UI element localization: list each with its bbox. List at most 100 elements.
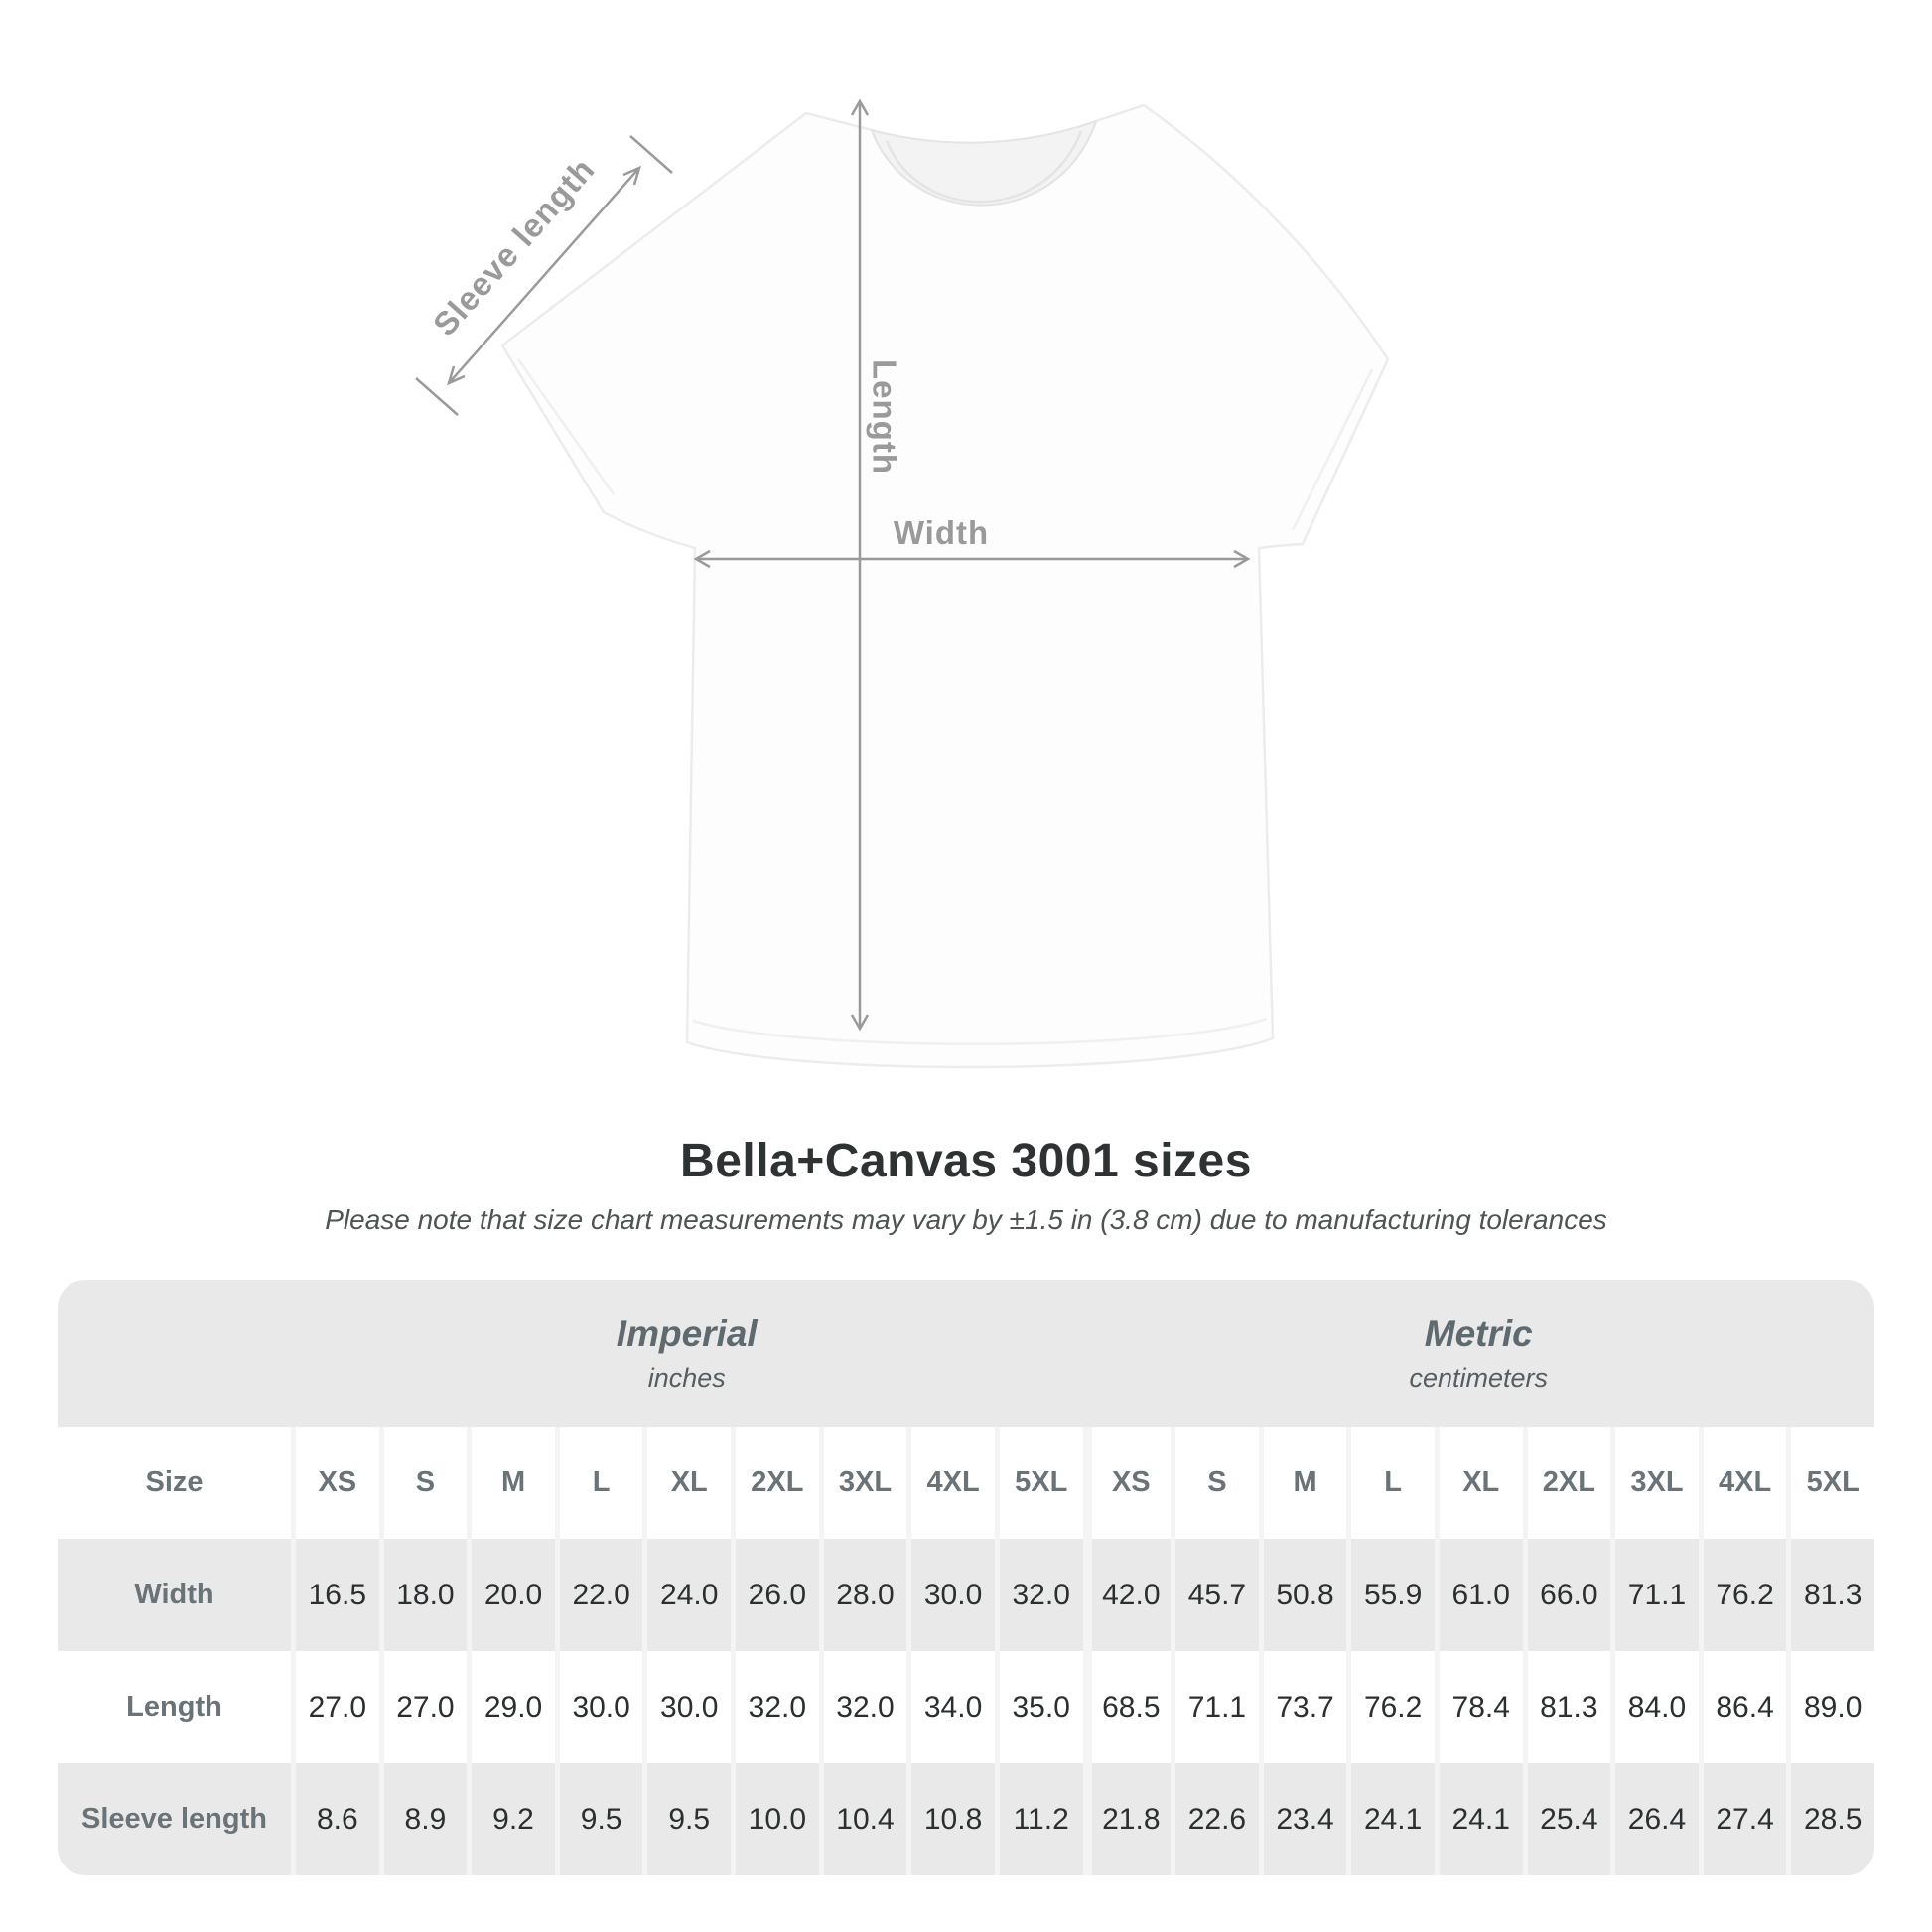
width-arrow xyxy=(693,549,1251,569)
tshirt-right-cuff-seam xyxy=(1291,368,1374,531)
value-cell: 71.1 xyxy=(1610,1539,1699,1651)
value-cell: 22.0 xyxy=(554,1539,643,1651)
value-cell: 32.0 xyxy=(818,1651,907,1763)
value-cell: 8.6 xyxy=(291,1763,379,1875)
size-header-cell: XL xyxy=(642,1427,731,1539)
width-label: Width xyxy=(894,514,989,551)
tshirt-hem-seam xyxy=(692,1017,1268,1045)
length-label: Length xyxy=(866,359,902,475)
size-header-cell: XL xyxy=(1434,1427,1523,1539)
imperial-label: Imperial xyxy=(616,1312,758,1354)
value-cell: 24.1 xyxy=(1434,1763,1523,1875)
value-cell: 23.4 xyxy=(1258,1763,1347,1875)
size-header-cell: 4XL xyxy=(906,1427,995,1539)
value-cell: 18.0 xyxy=(378,1539,468,1651)
value-cell: 27.4 xyxy=(1698,1763,1787,1875)
size-header-cell: 4XL xyxy=(1698,1427,1787,1539)
value-cell: 9.5 xyxy=(642,1763,731,1875)
metric-label: Metric xyxy=(1424,1312,1533,1354)
value-cell: 25.4 xyxy=(1522,1763,1611,1875)
size-header-cell: S xyxy=(378,1427,468,1539)
value-cell: 28.5 xyxy=(1786,1763,1874,1875)
size-header-row: Size XS S M L XL 2XL 3XL 4XL 5XL XS S M L XL 2XL 3XL 4XL 5… xyxy=(58,1427,1874,1539)
value-cell: 10.8 xyxy=(906,1763,995,1875)
value-cell: 86.4 xyxy=(1698,1651,1787,1763)
value-cell: 16.5 xyxy=(291,1539,379,1651)
size-column-header: Size xyxy=(145,1466,204,1498)
value-cell: 9.5 xyxy=(554,1763,643,1875)
value-cell: 11.2 xyxy=(994,1763,1083,1875)
size-table-body: Size XS S M L XL 2XL 3XL 4XL 5XL XS S M L XL 2XL 3XL 4XL 5… xyxy=(58,1427,1874,1875)
value-cell: 27.0 xyxy=(291,1651,379,1763)
size-header-cell: L xyxy=(1346,1427,1435,1539)
imperial-unit-header: Imperial inches xyxy=(291,1280,1083,1427)
value-cell: 81.3 xyxy=(1522,1651,1611,1763)
size-header-cell: 2XL xyxy=(731,1427,819,1539)
value-cell: 42.0 xyxy=(1082,1539,1172,1651)
value-cell: 21.8 xyxy=(1082,1763,1172,1875)
value-cell: 66.0 xyxy=(1522,1539,1611,1651)
value-cell: 26.0 xyxy=(731,1539,819,1651)
value-cell: 27.0 xyxy=(378,1651,468,1763)
tshirt-left-cuff-seam xyxy=(516,358,616,495)
table-row: Width 16.5 18.0 20.0 22.0 24.0 26.0 28.0 30.0 32.… xyxy=(58,1539,1874,1651)
size-header-cell: S xyxy=(1171,1427,1259,1539)
value-cell: 76.2 xyxy=(1698,1539,1787,1651)
value-cell: 20.0 xyxy=(467,1539,555,1651)
unit-header-band: Imperial inches Metric centimeters xyxy=(58,1280,1874,1427)
size-header-cell: XS xyxy=(1082,1427,1172,1539)
imperial-unit-label: inches xyxy=(647,1362,726,1393)
value-cell: 30.0 xyxy=(642,1651,731,1763)
table-row: Sleeve length 8.6 8.9 9.2 9.5 9.5 10.0 10.4 10.8… xyxy=(58,1763,1874,1875)
size-header-cell: M xyxy=(1258,1427,1347,1539)
value-cell: 50.8 xyxy=(1258,1539,1347,1651)
value-cell: 24.1 xyxy=(1346,1763,1435,1875)
value-cell: 84.0 xyxy=(1610,1651,1699,1763)
table-row: Length 27.0 27.0 29.0 30.0 30.0 32.0 32.0 34.0 35… xyxy=(58,1651,1874,1763)
tshirt-neck-ribbing xyxy=(885,130,1083,204)
value-cell: 73.7 xyxy=(1258,1651,1347,1763)
value-cell: 68.5 xyxy=(1082,1651,1172,1763)
row-label: Length xyxy=(126,1691,222,1723)
tshirt-size-diagram: Length Width Sleeve length xyxy=(415,98,1390,1069)
tshirt-body xyxy=(500,103,1390,1069)
metric-unit-label: centimeters xyxy=(1409,1362,1549,1393)
size-header-cell: L xyxy=(554,1427,643,1539)
value-cell: 81.3 xyxy=(1786,1539,1874,1651)
value-cell: 9.2 xyxy=(467,1763,555,1875)
value-cell: 76.2 xyxy=(1346,1651,1435,1763)
value-cell: 35.0 xyxy=(994,1651,1083,1763)
value-cell: 55.9 xyxy=(1346,1539,1435,1651)
value-cell: 26.4 xyxy=(1610,1763,1699,1875)
size-header-cell: 5XL xyxy=(1786,1427,1874,1539)
value-cell: 78.4 xyxy=(1434,1651,1523,1763)
size-table: Imperial inches Metric centimeters Size X… xyxy=(58,1280,1874,1875)
sleeve-length-arrow xyxy=(415,135,673,416)
size-header-cell: 3XL xyxy=(818,1427,907,1539)
page-title: Bella+Canvas 3001 sizes xyxy=(680,1135,1252,1187)
metric-unit-header: Metric centimeters xyxy=(1083,1280,1875,1427)
value-cell: 28.0 xyxy=(818,1539,907,1651)
value-cell: 24.0 xyxy=(642,1539,731,1651)
value-cell: 29.0 xyxy=(467,1651,555,1763)
value-cell: 61.0 xyxy=(1434,1539,1523,1651)
size-header-cell: 5XL xyxy=(994,1427,1083,1539)
value-cell: 10.0 xyxy=(731,1763,819,1875)
value-cell: 30.0 xyxy=(554,1651,643,1763)
value-cell: 32.0 xyxy=(994,1539,1083,1651)
size-header-cell: M xyxy=(467,1427,555,1539)
value-cell: 71.1 xyxy=(1171,1651,1259,1763)
size-header-cell: 2XL xyxy=(1522,1427,1611,1539)
value-cell: 45.7 xyxy=(1171,1539,1259,1651)
value-cell: 32.0 xyxy=(731,1651,819,1763)
value-cell: 22.6 xyxy=(1171,1763,1259,1875)
size-header-cell: 3XL xyxy=(1610,1427,1699,1539)
value-cell: 30.0 xyxy=(906,1539,995,1651)
value-cell: 89.0 xyxy=(1786,1651,1874,1763)
page-subtitle: Please note that size chart measurements… xyxy=(325,1204,1607,1235)
row-label: Sleeve length xyxy=(81,1803,267,1835)
tshirt-illustration: Length Width Sleeve length xyxy=(415,98,1390,1069)
value-cell: 10.4 xyxy=(818,1763,907,1875)
row-label: Width xyxy=(134,1579,214,1610)
size-header-cell: XS xyxy=(291,1427,379,1539)
